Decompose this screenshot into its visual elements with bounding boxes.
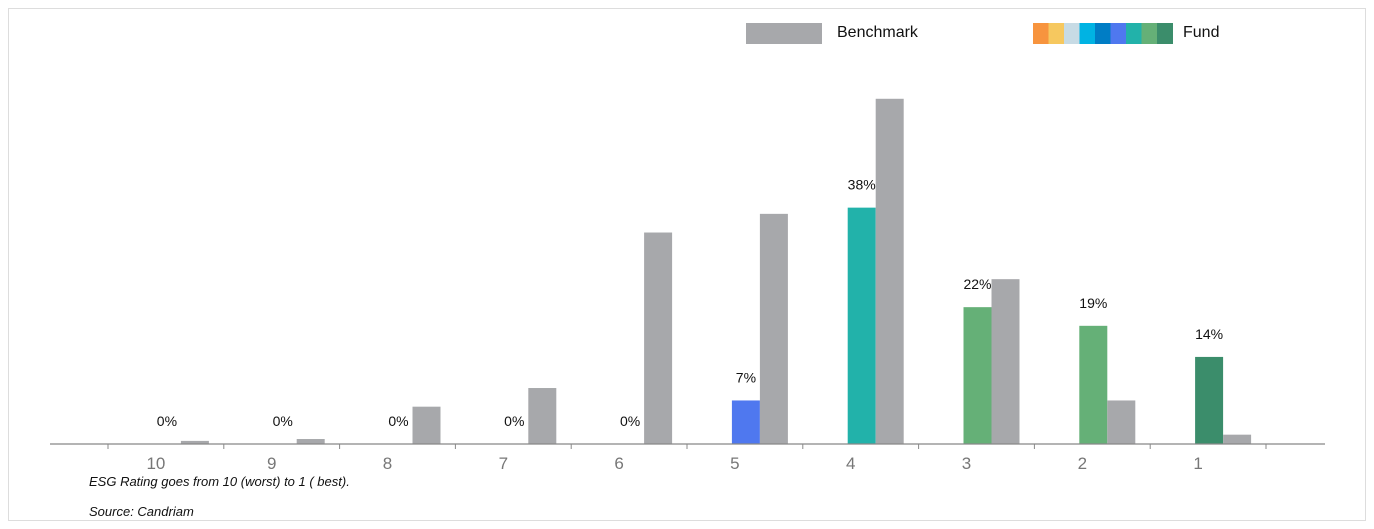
fund-bar [731,400,760,444]
fund-data-label: 38% [848,177,876,193]
benchmark-bar [644,232,673,444]
legend-fund-swatch [1064,23,1080,44]
category-tick-label: 5 [730,454,739,473]
benchmark-bar [296,439,325,444]
fund-data-label: 7% [736,369,756,385]
fund-data-label: 0% [157,413,177,429]
legend-fund-swatch [1095,23,1111,44]
benchmark-bar [875,98,904,444]
source-note: Source: Candriam [89,504,194,519]
fund-data-label: 0% [388,413,408,429]
chart-frame [8,8,1366,521]
legend-benchmark-label: Benchmark [837,24,919,41]
category-tick-label: 4 [846,454,855,473]
benchmark-bar [991,279,1020,444]
legend-fund-swatch [1157,23,1173,44]
category-tick-label: 6 [614,454,623,473]
fund-data-label: 0% [273,413,293,429]
fund-data-label: 19% [1079,295,1107,311]
category-tick-label: 1 [1193,454,1202,473]
legend-fund-swatch [1048,23,1065,44]
benchmark-bar [759,213,788,444]
benchmark-bar [1107,400,1136,444]
category-tick-label: 2 [1078,454,1087,473]
benchmark-bar [412,406,441,444]
legend-fund-swatch [1110,23,1127,44]
legend-fund-swatch [1141,23,1158,44]
benchmark-bar [180,440,209,444]
benchmark-bar [528,388,557,444]
legend-fund-swatch [1126,23,1142,44]
legend-benchmark-swatch [746,23,822,44]
fund-data-label: 0% [620,413,640,429]
rating-note: ESG Rating goes from 10 (worst) to 1 ( b… [89,474,350,489]
category-tick-label: 9 [267,454,276,473]
category-tick-label: 3 [962,454,971,473]
category-tick-label: 10 [146,454,165,473]
legend-fund-label: Fund [1183,24,1219,41]
fund-bar [1079,325,1108,444]
fund-data-label: 14% [1195,326,1223,342]
fund-bar [847,207,876,444]
fund-bar [1195,356,1224,444]
legend-fund-swatch [1033,23,1049,44]
fund-bar [963,307,992,444]
category-tick-label: 7 [499,454,508,473]
legend-fund-swatch [1079,23,1096,44]
fund-data-label: 0% [504,413,524,429]
benchmark-bar [1223,434,1252,444]
category-tick-label: 8 [383,454,392,473]
fund-data-label: 22% [963,276,991,292]
